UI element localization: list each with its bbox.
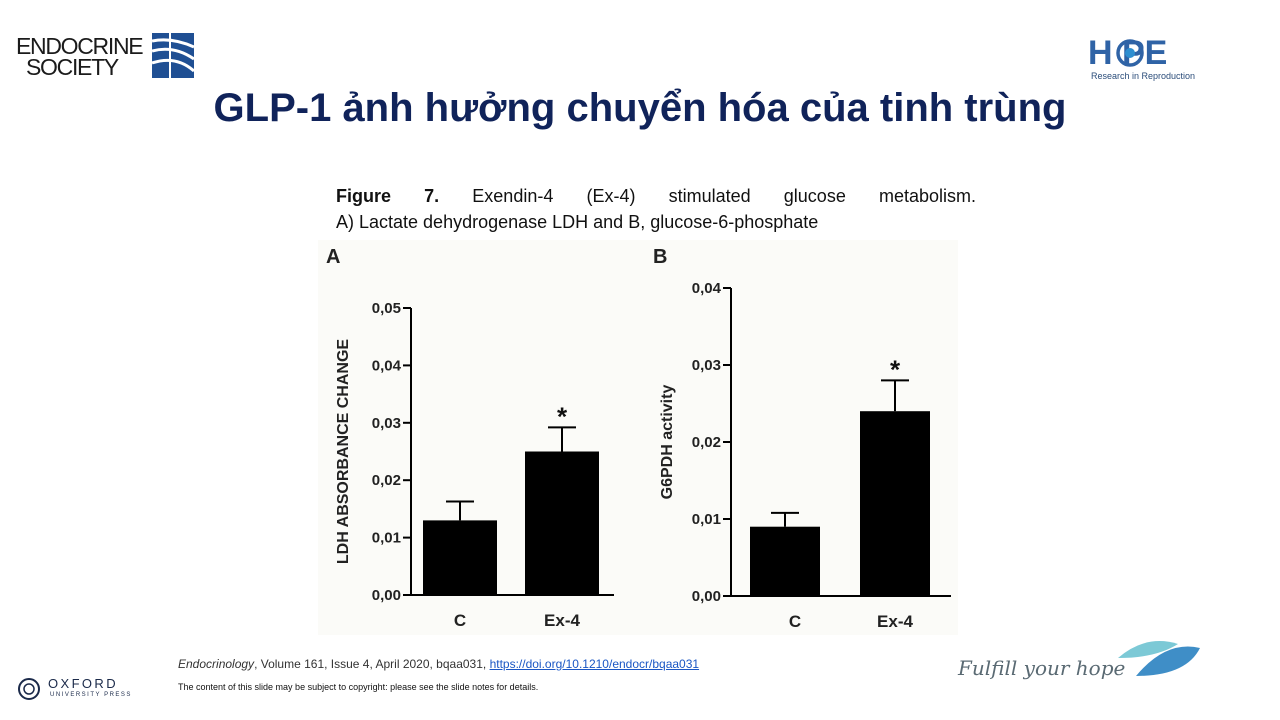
y-tick-label-a: 0,05 bbox=[372, 300, 401, 317]
bar-b-ex-4 bbox=[860, 411, 930, 596]
bar-b-c bbox=[750, 526, 820, 596]
eye-icon bbox=[1116, 39, 1144, 67]
citation-details: , Volume 161, Issue 4, April 2020, bqaa0… bbox=[254, 657, 490, 671]
leaf-icon bbox=[1118, 641, 1200, 676]
hope-tagline: Research in Reproduction bbox=[1091, 71, 1196, 81]
figure-caption: Figure 7. Exendin-4 (Ex-4) stimulated gl… bbox=[336, 183, 976, 235]
copyright-notice: The content of this slide may be subject… bbox=[178, 682, 539, 692]
bar-a-ex-4 bbox=[525, 451, 599, 595]
society-logo-text: SOCIETY bbox=[26, 54, 119, 80]
y-tick-label-b: 0,04 bbox=[692, 280, 722, 297]
bar-charts: A 0,00 0,01 0,02 0,03 0,04 0,05 LDH ABSORBANCE … bbox=[326, 246, 951, 631]
y-axis-label-a: LDH ABSORBANCE CHANGE bbox=[335, 339, 352, 565]
y-axis-label-b: G6PDH activity bbox=[659, 385, 676, 500]
significance-star-a: * bbox=[557, 401, 568, 431]
caption-label: Figure 7. bbox=[336, 186, 440, 206]
panel-label-b: B bbox=[653, 246, 667, 268]
slide-title: GLP-1 ảnh hưởng chuyển hóa của tinh trùn… bbox=[213, 86, 1067, 130]
endocrine-logo-text: ENDOCRINE bbox=[16, 33, 144, 59]
caption-line-2: A) Lactate dehydrogenase LDH and B, gluc… bbox=[336, 212, 819, 232]
doi-link[interactable]: https://doi.org/10.1210/endocr/bqaa031 bbox=[489, 657, 700, 671]
category-label-b: C bbox=[789, 612, 801, 631]
y-tick-label-b: 0,00 bbox=[692, 588, 721, 605]
y-tick-label-b: 0,01 bbox=[692, 511, 721, 528]
caption-text-1: Exendin-4 (Ex-4) stimulated glucose meta… bbox=[439, 186, 977, 206]
fulfill-your-hope-logo: Fulfill your hope bbox=[958, 636, 1208, 688]
category-label-a: Ex-4 bbox=[544, 611, 580, 630]
oxford-logo: OXFORD UNIVERSITY PRESS bbox=[16, 676, 136, 706]
endocrine-society-logo: ENDOCRINE SOCIETY bbox=[16, 33, 196, 79]
citation-journal: Endocrinology bbox=[178, 657, 255, 671]
y-tick-label-a: 0,00 bbox=[372, 587, 401, 604]
figure-panel: A 0,00 0,01 0,02 0,03 0,04 0,05 LDH ABSORBANCE … bbox=[318, 240, 958, 635]
hope-logo: H PE Research in Reproduction bbox=[1088, 36, 1208, 86]
oxford-logo-text: OXFORD bbox=[48, 676, 119, 691]
significance-star-b: * bbox=[890, 354, 901, 384]
oxford-logo-subtext: UNIVERSITY PRESS bbox=[50, 692, 132, 698]
endocrine-emblem-icon bbox=[152, 33, 194, 78]
y-tick-label-a: 0,04 bbox=[372, 357, 402, 374]
category-label-b: Ex-4 bbox=[877, 612, 913, 631]
panel-label-a: A bbox=[326, 246, 340, 268]
bar-a-c bbox=[423, 520, 497, 595]
citation: Endocrinology, Volume 161, Issue 4, Apri… bbox=[178, 657, 699, 671]
y-tick-label-a: 0,03 bbox=[372, 415, 401, 432]
category-label-a: C bbox=[454, 611, 466, 630]
y-tick-label-b: 0,02 bbox=[692, 434, 721, 451]
y-tick-label-a: 0,01 bbox=[372, 530, 401, 547]
caption-line-1: Figure 7. Exendin-4 (Ex-4) stimulated gl… bbox=[336, 183, 976, 209]
y-tick-label-a: 0,02 bbox=[372, 472, 401, 489]
y-tick-label-b: 0,03 bbox=[692, 357, 721, 374]
fulfill-slogan: Fulfill your hope bbox=[958, 656, 1126, 680]
oxford-emblem-icon bbox=[18, 678, 40, 700]
